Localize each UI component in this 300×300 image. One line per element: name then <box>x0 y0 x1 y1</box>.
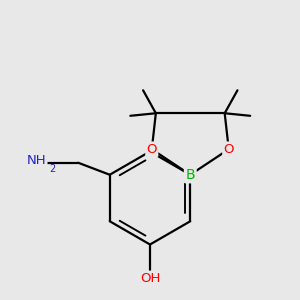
Text: O: O <box>146 143 157 156</box>
Text: B: B <box>185 168 195 182</box>
Text: O: O <box>224 143 234 156</box>
Text: OH: OH <box>140 272 160 284</box>
Text: NH: NH <box>27 154 47 167</box>
Text: 2: 2 <box>49 164 56 174</box>
